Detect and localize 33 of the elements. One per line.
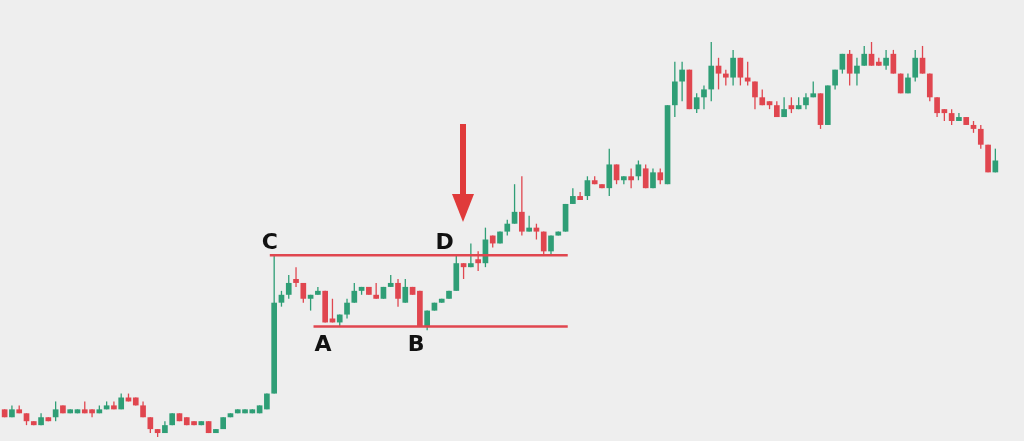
candlestick: [635, 159, 642, 181]
candlestick: [606, 148, 613, 197]
candlestick: [977, 124, 984, 150]
candlestick: [846, 49, 853, 87]
candlestick: [744, 61, 751, 87]
candlestick: [701, 84, 707, 110]
candlestick: [934, 96, 940, 118]
annotation: D: [435, 229, 454, 255]
candlestick: [285, 274, 292, 300]
candlestick: [708, 41, 715, 102]
candlestick: [883, 49, 889, 71]
candlestick: [395, 278, 401, 308]
candlestick: [402, 278, 409, 304]
candlestick: [293, 266, 299, 288]
candlestick: [671, 61, 678, 118]
candlestick: [519, 175, 525, 237]
candlestick: [628, 167, 634, 189]
candlestick: [854, 57, 860, 87]
candlestick: [351, 282, 358, 304]
candlestick: [679, 61, 685, 102]
candlestick: [912, 49, 919, 83]
candlestick: [730, 49, 736, 87]
candlestick: [861, 45, 868, 67]
annotation: C: [261, 229, 278, 255]
candlestick: [926, 72, 933, 102]
candlestick: [868, 41, 875, 67]
annotation: A: [314, 331, 332, 357]
candlestick: [526, 215, 532, 233]
candlestick: [752, 80, 758, 110]
candlestick: [511, 183, 518, 225]
candlestick: [693, 92, 700, 114]
candlestick: [344, 298, 350, 320]
annotation: B: [407, 331, 425, 357]
